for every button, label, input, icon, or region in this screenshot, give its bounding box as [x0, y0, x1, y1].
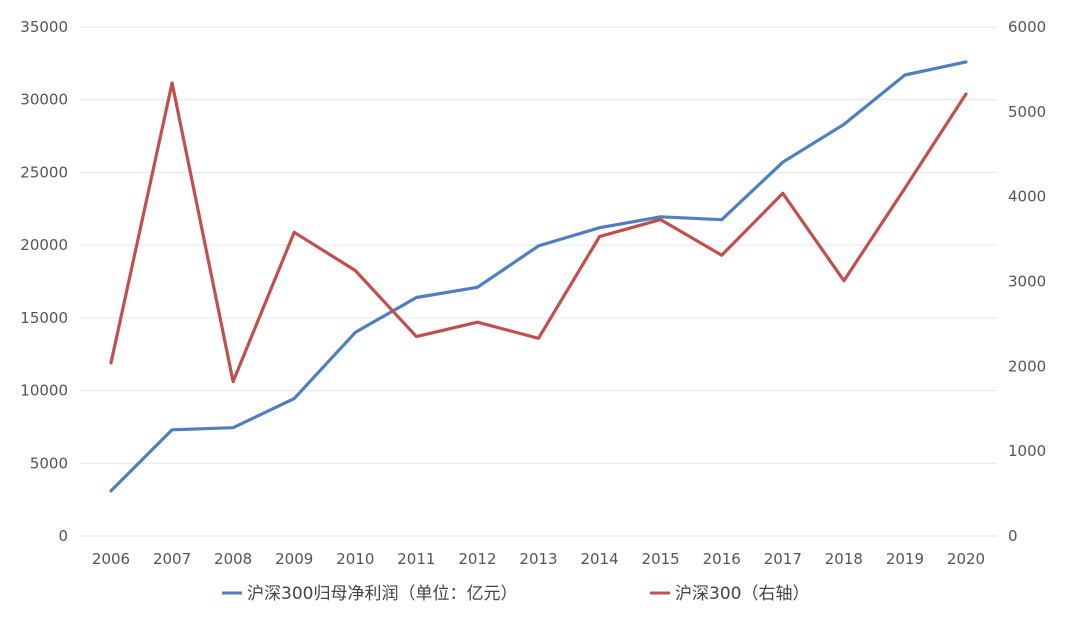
left-tick-label: 0 [58, 527, 68, 545]
x-tick-label: 2011 [397, 550, 435, 568]
right-y-axis: 0 1000 2000 3000 4000 5000 6000 [1008, 18, 1046, 545]
left-tick-label: 25000 [20, 163, 68, 181]
right-tick-label: 6000 [1008, 18, 1046, 36]
left-tick-label: 10000 [20, 382, 68, 400]
left-tick-label: 5000 [30, 454, 68, 472]
x-tick-label: 2016 [703, 550, 741, 568]
series-line-profit [109, 60, 968, 493]
series-line-index [109, 81, 968, 384]
x-tick-label: 2018 [825, 550, 863, 568]
left-tick-label: 15000 [20, 309, 68, 327]
legend: 沪深300归母净利润（单位：亿元） 沪深300（右轴） [222, 584, 809, 604]
left-tick-label: 30000 [20, 91, 68, 109]
right-tick-label: 0 [1008, 527, 1018, 545]
x-tick-label: 2019 [886, 550, 924, 568]
right-tick-label: 4000 [1008, 188, 1046, 206]
x-tick-label: 2008 [214, 550, 252, 568]
legend-item-profit: 沪深300归母净利润（单位：亿元） [222, 584, 517, 604]
legend-label-index: 沪深300（右轴） [675, 584, 809, 604]
x-tick-label: 2010 [336, 550, 374, 568]
series-lines [109, 60, 968, 493]
x-tick-label: 2020 [947, 550, 985, 568]
x-tick-label: 2009 [275, 550, 313, 568]
x-tick-label: 2012 [458, 550, 496, 568]
left-y-axis: 0 5000 10000 15000 20000 25000 30000 35000 [20, 18, 68, 545]
x-tick-label: 2006 [92, 550, 130, 568]
right-tick-label: 2000 [1008, 357, 1046, 375]
legend-label-profit: 沪深300归母净利润（单位：亿元） [247, 584, 517, 604]
right-tick-label: 1000 [1008, 442, 1046, 460]
x-tick-label: 2014 [580, 550, 618, 568]
left-tick-label: 35000 [20, 18, 68, 36]
left-tick-label: 20000 [20, 236, 68, 254]
right-tick-label: 5000 [1008, 103, 1046, 121]
legend-item-index: 沪深300（右轴） [650, 584, 809, 604]
gridlines [80, 26, 997, 537]
x-axis: 2006 2007 2008 2009 2010 2011 2012 2013 2014 2015… [92, 550, 985, 568]
x-tick-label: 2007 [153, 550, 191, 568]
right-tick-label: 3000 [1008, 273, 1046, 291]
x-tick-label: 2017 [764, 550, 802, 568]
x-tick-label: 2013 [519, 550, 557, 568]
x-tick-label: 2015 [642, 550, 680, 568]
